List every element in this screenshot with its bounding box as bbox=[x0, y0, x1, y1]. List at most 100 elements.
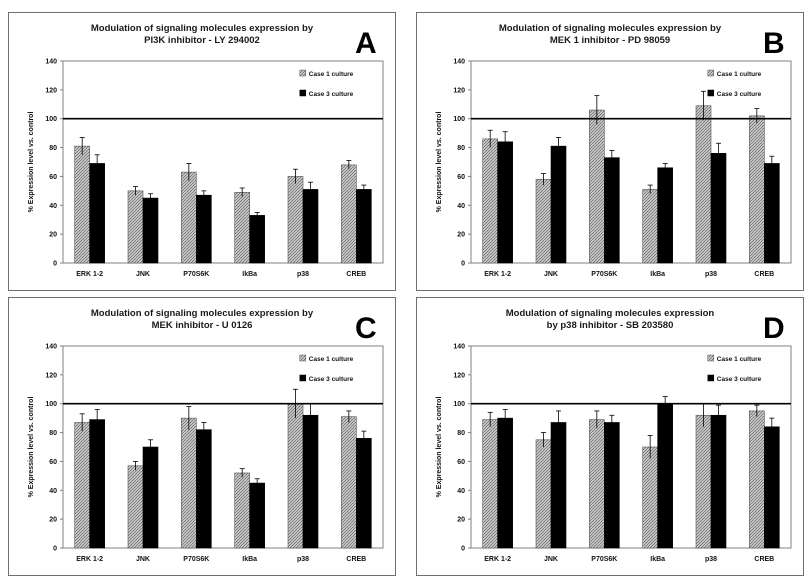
x-category-label: CREB bbox=[754, 271, 774, 278]
y-tick-label: 40 bbox=[457, 203, 465, 210]
legend-swatch bbox=[299, 354, 307, 362]
error-bar bbox=[487, 129, 493, 148]
error-bar bbox=[346, 160, 352, 170]
bar-case3 bbox=[764, 163, 780, 264]
bar-case1 bbox=[74, 422, 90, 549]
error-bar bbox=[346, 410, 352, 423]
x-category-label: CREB bbox=[346, 271, 366, 278]
legend-label: Case 3 culture bbox=[309, 376, 354, 383]
y-tick-label: 100 bbox=[45, 401, 57, 408]
error-bar bbox=[148, 439, 153, 455]
bar-case3 bbox=[356, 438, 372, 549]
y-tick-label: 80 bbox=[49, 145, 57, 152]
chart-svg: Modulation of signaling molecules expres… bbox=[28, 308, 384, 563]
bar-case3 bbox=[604, 422, 620, 549]
error-bar bbox=[556, 137, 561, 155]
y-tick-label: 140 bbox=[45, 344, 57, 351]
error-bar bbox=[716, 142, 721, 164]
bar-case3 bbox=[302, 189, 319, 264]
error-bar bbox=[79, 137, 85, 155]
bar-case3 bbox=[657, 403, 673, 549]
error-bar bbox=[361, 430, 367, 446]
plot-area bbox=[62, 60, 384, 264]
legend-swatch bbox=[707, 89, 715, 97]
x-category-label: IkBa bbox=[242, 556, 257, 563]
y-tick-label: 0 bbox=[461, 261, 465, 268]
chart-title-line: Modulation of signaling molecules expres… bbox=[91, 308, 314, 319]
y-tick-label: 100 bbox=[453, 116, 465, 123]
x-category-label: JNK bbox=[136, 556, 150, 563]
chart-svg: Modulation of signaling molecules expres… bbox=[28, 23, 384, 278]
bar-case1 bbox=[749, 115, 765, 264]
chart-svg: Modulation of signaling molecules expres… bbox=[436, 23, 792, 278]
y-axis-label: % Expression level vs. control bbox=[28, 112, 35, 213]
error-bar bbox=[186, 406, 192, 430]
error-bar bbox=[308, 181, 313, 197]
error-bar bbox=[239, 187, 245, 197]
error-bar bbox=[254, 212, 260, 219]
bar-case1 bbox=[181, 171, 197, 264]
chart-title-line: Modulation of signaling molecules expres… bbox=[499, 23, 722, 34]
error-bar bbox=[556, 410, 561, 435]
x-category-label: P70S6K bbox=[591, 556, 617, 563]
error-bar bbox=[754, 108, 760, 124]
panel-letter: A bbox=[355, 27, 377, 60]
x-category-label: IkBa bbox=[650, 556, 665, 563]
x-category-label: JNK bbox=[544, 556, 558, 563]
panel-b: Modulation of signaling molecules expres… bbox=[416, 12, 804, 291]
error-bar bbox=[609, 414, 615, 430]
error-bar bbox=[662, 163, 668, 173]
x-category-label: ERK 1-2 bbox=[484, 556, 511, 563]
y-tick-label: 0 bbox=[53, 261, 57, 268]
legend-label: Case 1 culture bbox=[717, 356, 762, 363]
bar-case1 bbox=[74, 145, 90, 264]
error-bar bbox=[647, 435, 653, 459]
bar-case1 bbox=[482, 419, 498, 549]
bar-case3 bbox=[142, 446, 159, 549]
bar-case1 bbox=[341, 164, 357, 264]
bar-case1 bbox=[287, 176, 304, 264]
y-tick-label: 80 bbox=[49, 430, 57, 437]
chart-title-line: MEK inhibitor - U 0126 bbox=[152, 320, 253, 331]
bar-case3 bbox=[550, 422, 567, 549]
y-tick-label: 20 bbox=[49, 232, 57, 239]
error-bar bbox=[541, 432, 546, 447]
error-bar bbox=[94, 409, 100, 430]
bar-case3 bbox=[249, 482, 265, 549]
error-bar bbox=[254, 478, 260, 488]
legend-label: Case 1 culture bbox=[717, 71, 762, 78]
bar-case3 bbox=[657, 167, 673, 264]
error-bar bbox=[502, 409, 508, 427]
bar-case1 bbox=[695, 105, 712, 264]
y-tick-label: 20 bbox=[457, 517, 465, 524]
legend-label: Case 1 culture bbox=[309, 356, 354, 363]
y-tick-label: 0 bbox=[53, 546, 57, 553]
legend-swatch bbox=[299, 69, 307, 77]
error-bar bbox=[769, 417, 775, 436]
legend-label: Case 3 culture bbox=[717, 91, 762, 98]
bar-case3 bbox=[710, 414, 727, 549]
error-bar bbox=[361, 184, 367, 194]
bar-case1 bbox=[589, 419, 605, 549]
x-category-label: p38 bbox=[705, 556, 717, 563]
y-tick-label: 60 bbox=[49, 459, 57, 466]
error-bar bbox=[186, 163, 192, 181]
error-bar bbox=[293, 168, 298, 184]
bar-case1 bbox=[642, 189, 658, 264]
y-tick-label: 120 bbox=[45, 87, 57, 94]
plot-area bbox=[62, 345, 384, 549]
error-bar bbox=[594, 410, 600, 429]
bar-case3 bbox=[356, 189, 372, 264]
y-tick-label: 60 bbox=[457, 174, 465, 181]
y-tick-label: 120 bbox=[453, 372, 465, 379]
bar-case3 bbox=[196, 194, 212, 264]
chart-title-line: Modulation of signaling molecules expres… bbox=[91, 23, 314, 34]
error-bar bbox=[541, 173, 546, 186]
bar-case3 bbox=[249, 215, 265, 264]
x-category-label: ERK 1-2 bbox=[484, 271, 511, 278]
bar-case1 bbox=[535, 179, 552, 264]
chart-svg: Modulation of signaling molecules expres… bbox=[436, 308, 792, 563]
bar-case3 bbox=[142, 197, 159, 264]
panel-c: Modulation of signaling molecules expres… bbox=[8, 297, 396, 576]
panel-d: Modulation of signaling molecules expres… bbox=[416, 297, 804, 576]
